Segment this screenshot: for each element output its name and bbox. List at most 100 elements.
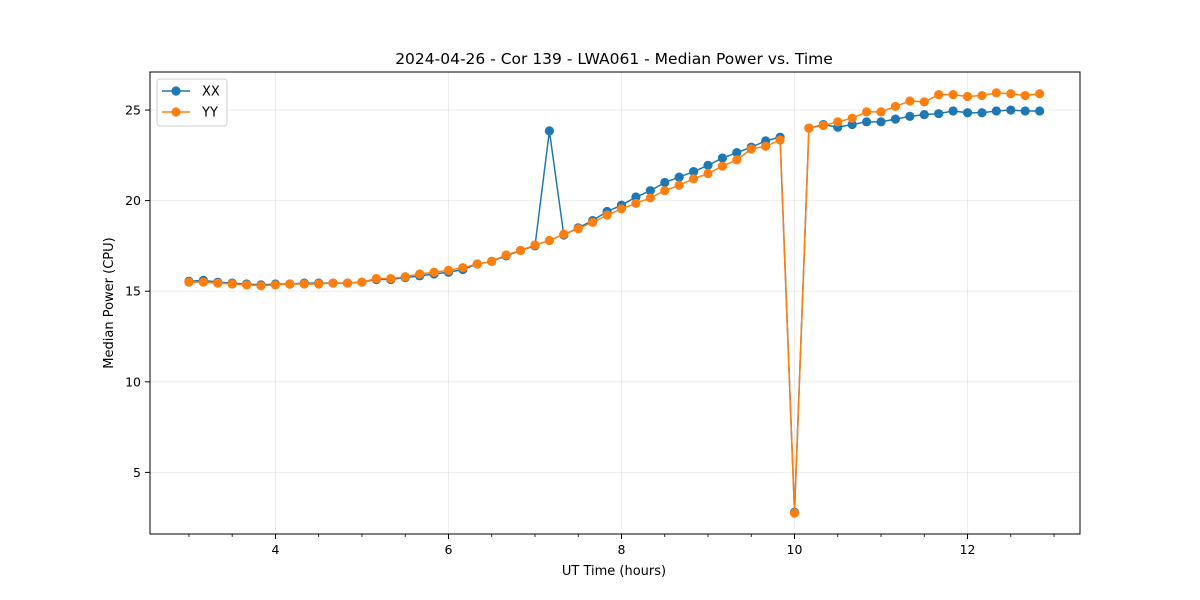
data-point-yy [184, 277, 194, 287]
x-tick-label: 12 [960, 542, 976, 557]
data-point-xx [905, 111, 915, 121]
data-point-yy [660, 186, 670, 196]
data-point-xx [876, 117, 886, 127]
y-tick-label: 10 [125, 374, 141, 389]
data-point-yy [458, 263, 468, 273]
data-point-xx [1006, 105, 1016, 115]
data-point-xx [977, 108, 987, 118]
data-point-yy [775, 135, 785, 145]
data-point-xx [660, 177, 670, 188]
y-tick-label: 15 [125, 284, 141, 299]
legend-label-yy: YY [201, 106, 218, 121]
legend-marker-yy [171, 107, 181, 117]
data-point-xx [1035, 106, 1045, 116]
data-point-yy [270, 280, 281, 290]
data-point-yy [934, 90, 944, 100]
data-point-xx [645, 186, 655, 196]
data-point-xx [688, 167, 699, 177]
x-tick-label: 8 [618, 542, 626, 557]
data-point-yy [328, 278, 338, 288]
data-point-yy [804, 123, 814, 133]
data-point-yy [847, 113, 857, 123]
data-point-yy [703, 168, 713, 179]
data-point-yy [905, 96, 915, 106]
data-point-yy [948, 90, 958, 100]
data-point-xx [703, 160, 713, 170]
data-point-yy [1020, 90, 1030, 101]
data-point-yy [429, 267, 439, 277]
data-point-yy [198, 277, 208, 287]
data-point-yy [544, 235, 554, 246]
data-point-yy [299, 279, 309, 289]
data-point-yy [919, 97, 929, 107]
data-point-yy [876, 107, 886, 117]
data-point-yy [862, 107, 872, 117]
data-point-yy [573, 224, 583, 234]
data-point-yy [761, 141, 771, 151]
data-point-yy [227, 279, 237, 289]
data-point-yy [789, 508, 800, 518]
data-point-yy [833, 117, 843, 127]
x-tick-label: 4 [271, 542, 279, 557]
data-point-yy [717, 161, 728, 171]
data-point-yy [631, 198, 641, 208]
data-point-xx [862, 117, 872, 127]
data-point-yy [357, 277, 367, 287]
data-point-xx [1020, 106, 1030, 116]
data-point-yy [242, 280, 252, 290]
data-point-yy [342, 278, 353, 288]
y-tick-label: 20 [125, 193, 141, 208]
data-point-xx [732, 148, 742, 158]
data-point-yy [213, 278, 223, 288]
data-point-yy [818, 120, 828, 131]
x-tick-label: 10 [787, 542, 803, 557]
data-point-yy [559, 229, 569, 239]
data-point-yy [515, 245, 526, 256]
data-point-yy [616, 204, 627, 214]
data-point-yy [530, 240, 540, 250]
data-point-yy [962, 91, 973, 102]
x-axis-label: UT Time (hours) [562, 564, 666, 579]
data-point-yy [645, 193, 655, 203]
x-tick-label: 6 [444, 542, 452, 557]
data-point-xx [674, 172, 684, 182]
series-layer [184, 88, 1045, 518]
series-yy [184, 88, 1045, 518]
data-point-yy [1006, 89, 1016, 99]
plot-frame [149, 71, 1081, 535]
y-axis-label: Median Power (CPU) [102, 237, 117, 368]
data-point-yy [991, 88, 1001, 98]
data-point-yy [415, 269, 425, 279]
data-point-xx [631, 192, 641, 202]
legend-marker-xx [171, 86, 181, 96]
data-point-xx [717, 153, 728, 163]
data-point-yy [674, 180, 684, 190]
data-point-yy [285, 279, 295, 289]
data-point-yy [443, 265, 454, 275]
data-point-yy [487, 256, 497, 266]
data-point-yy [977, 90, 987, 101]
chart-title: 2024-04-26 - Cor 139 - LWA061 - Median P… [395, 50, 833, 68]
data-point-yy [688, 174, 699, 184]
data-point-yy [1035, 89, 1045, 99]
data-point-yy [256, 281, 266, 291]
axes: 4 6 8 10 12 5 10 15 20 25 [125, 103, 1055, 557]
data-point-yy [890, 101, 901, 112]
data-point-xx [890, 114, 901, 124]
data-point-xx [991, 106, 1001, 116]
data-point-xx [847, 119, 857, 130]
data-point-xx [544, 126, 554, 136]
data-point-yy [501, 250, 511, 260]
legend: XX YY [156, 78, 228, 127]
data-point-xx [919, 109, 929, 120]
data-point-xx [962, 108, 973, 118]
data-point-yy [314, 279, 324, 289]
data-point-yy [371, 273, 381, 284]
data-point-yy [386, 273, 396, 284]
data-point-yy [602, 210, 612, 220]
y-tick-label: 5 [133, 465, 141, 480]
data-point-yy [746, 144, 756, 154]
data-point-xx [948, 106, 958, 116]
data-point-yy [400, 272, 410, 282]
